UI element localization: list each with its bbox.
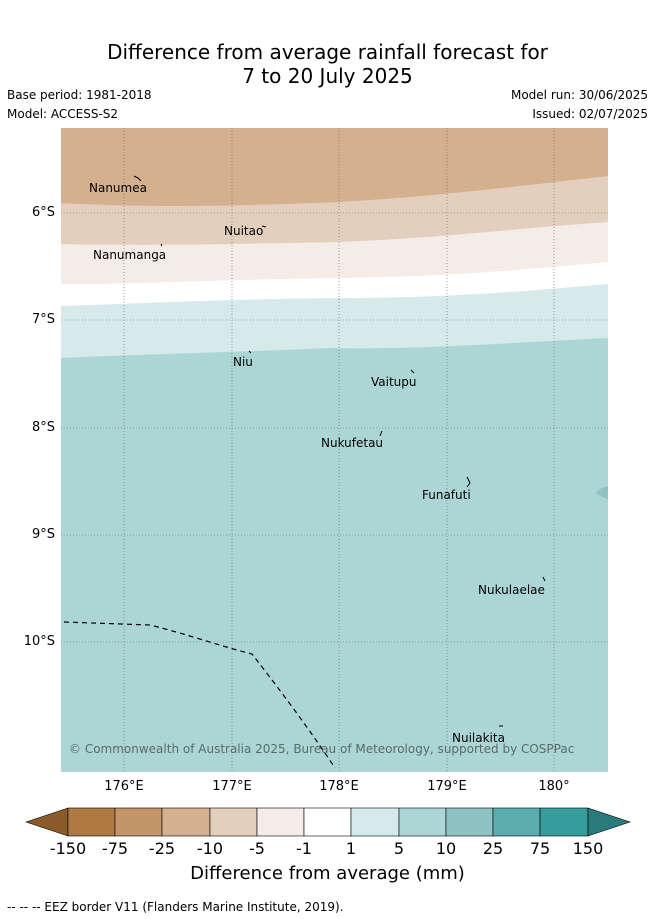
colorbar-swatch xyxy=(114,807,163,837)
title-line-1: Difference from average rainfall forecas… xyxy=(107,40,548,64)
colorbar-tick: 25 xyxy=(482,839,504,858)
colorbar-high-arrow xyxy=(587,807,631,837)
base-period: Base period: 1981-2018 xyxy=(7,88,152,102)
lon-label-179e: 179°E xyxy=(427,779,467,794)
colorbar-tick: 1 xyxy=(345,839,357,858)
place-label-nuilakita: Nuilakita xyxy=(452,731,505,745)
colorbar-swatch xyxy=(209,807,258,837)
issued-date: Issued: 02/07/2025 xyxy=(532,107,648,121)
islands xyxy=(133,175,546,727)
band-minus25-to-minus10 xyxy=(61,128,608,206)
colorbar-tick: -25 xyxy=(148,839,176,858)
colorbar-swatch xyxy=(492,807,541,837)
colorbar xyxy=(25,807,631,837)
nukufetau-island xyxy=(379,430,383,437)
place-label-nuitao: Nuitao xyxy=(224,224,264,238)
lon-label-176e: 176°E xyxy=(104,779,144,794)
colorbar-tick: -5 xyxy=(249,839,265,858)
place-label-nanumea: Nanumea xyxy=(89,181,147,195)
nukulaelae-island xyxy=(542,576,546,582)
vaitupu-island xyxy=(410,369,415,374)
lon-label-178e: 178°E xyxy=(319,779,359,794)
colorbar-swatch xyxy=(539,807,589,837)
place-label-niu: Niu xyxy=(233,355,253,369)
colorbar-swatch xyxy=(398,807,447,837)
rainfall-bands xyxy=(61,128,608,772)
lat-label-9s: 9°S xyxy=(31,527,55,542)
colorbar-tick: -150 xyxy=(49,839,87,858)
graticule xyxy=(61,128,608,772)
place-label-nukufetau: Nukufetau xyxy=(321,436,384,450)
title-line-2: 7 to 20 July 2025 xyxy=(242,64,413,88)
colorbar-low-arrow xyxy=(25,807,69,837)
band-10-to-25-patch xyxy=(596,486,608,499)
lat-label-6s: 6°S xyxy=(31,205,55,220)
copyright-notice: © Commonwealth of Australia 2025, Bureau… xyxy=(69,742,575,756)
place-label-nukulaelae: Nukulaelae xyxy=(478,583,545,597)
colorbar-tick: -1 xyxy=(296,839,312,858)
funafuti-island xyxy=(466,476,471,488)
model-run: Model run: 30/06/2025 xyxy=(510,88,648,102)
nanumanga-island xyxy=(160,243,163,247)
colorbar-tick: 150 xyxy=(572,839,604,858)
lon-label-180: 180° xyxy=(538,779,570,794)
niu-island xyxy=(248,350,252,354)
colorbar-tick: 75 xyxy=(529,839,551,858)
eez-border xyxy=(63,621,336,769)
colorbar-swatch xyxy=(445,807,494,837)
colorbar-tick: -10 xyxy=(196,839,224,858)
map-title: Difference from average rainfall forecas… xyxy=(0,40,655,88)
colorbar-tick: 5 xyxy=(393,839,405,858)
colorbar-tick: -75 xyxy=(101,839,129,858)
lat-label-7s: 7°S xyxy=(31,312,55,327)
place-label-nanumanga: Nanumanga xyxy=(93,248,167,262)
colorbar-tick: 10 xyxy=(435,839,457,858)
colorbar-swatch xyxy=(161,807,211,837)
place-label-funafuti: Funafuti xyxy=(422,488,471,502)
colorbar-swatch xyxy=(303,807,352,837)
lat-label-10s: 10°S xyxy=(23,634,55,649)
eez-footnote: -- -- -- EEZ border V11 (Flanders Marine… xyxy=(7,900,344,914)
colorbar-swatch xyxy=(256,807,305,837)
nanumea-island xyxy=(133,175,142,182)
nuitao-island xyxy=(261,225,267,228)
place-label-vaitupu: Vaitupu xyxy=(371,375,417,389)
model-name: Model: ACCESS-S2 xyxy=(7,107,119,121)
colorbar-label: Difference from average (mm) xyxy=(190,863,465,884)
lat-label-8s: 8°S xyxy=(31,420,55,435)
colorbar-swatch xyxy=(67,807,116,837)
colorbar-swatch xyxy=(350,807,400,837)
lon-label-177e: 177°E xyxy=(212,779,252,794)
